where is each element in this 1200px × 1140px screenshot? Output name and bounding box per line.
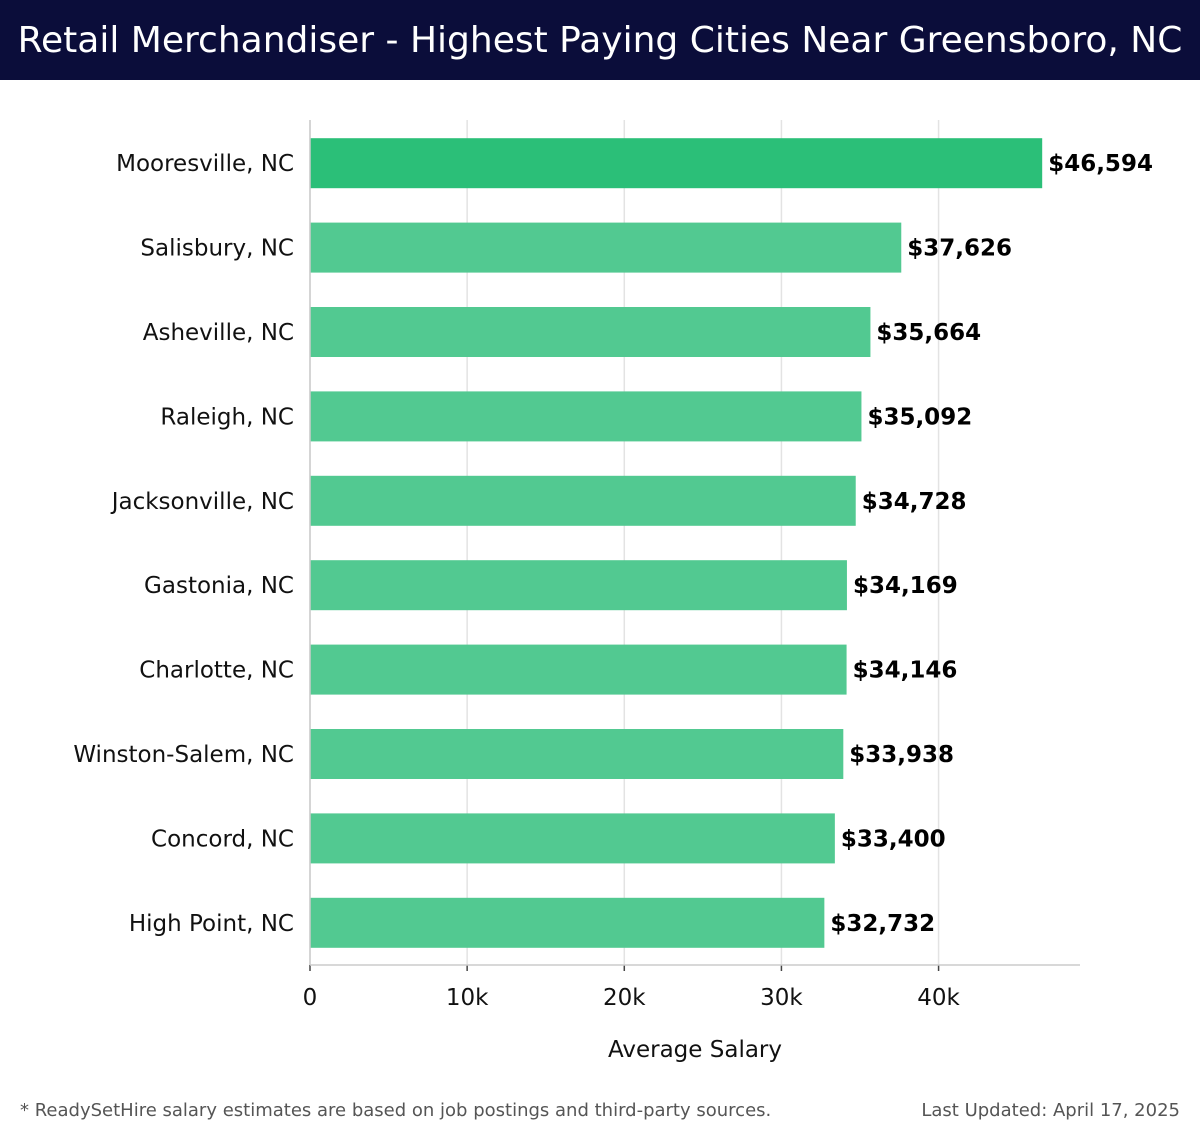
value-label: $33,400 — [841, 826, 946, 852]
category-label: Salisbury, NC — [140, 236, 294, 262]
bar — [310, 644, 847, 695]
footer-note: * ReadySetHire salary estimates are base… — [20, 1100, 772, 1121]
chart-header: Retail Merchandiser - Highest Paying Cit… — [0, 0, 1200, 80]
bars: Mooresville, NC $46,594 Salisbury, NC $37,6… — [73, 138, 1153, 948]
value-label: $34,146 — [853, 658, 958, 684]
value-label: $37,626 — [907, 236, 1012, 262]
value-label: $35,664 — [876, 320, 981, 346]
chart-title: Retail Merchandiser - Highest Paying Cit… — [17, 19, 1183, 61]
bar-chart: Mooresville, NC $46,594 Salisbury, NC $37,6… — [73, 120, 1153, 1063]
bar — [310, 391, 862, 442]
category-label: Charlotte, NC — [139, 658, 294, 684]
category-label: Concord, NC — [151, 826, 294, 852]
bar — [310, 475, 856, 526]
category-label: Raleigh, NC — [160, 404, 294, 430]
x-tick-label: 10k — [446, 985, 489, 1011]
bar — [310, 138, 1043, 189]
bar — [310, 813, 835, 864]
category-label: Winston-Salem, NC — [73, 742, 294, 768]
value-label: $34,728 — [862, 489, 967, 515]
x-tick-label: 30k — [760, 985, 803, 1011]
x-tick-label: 40k — [917, 985, 960, 1011]
bar — [310, 897, 825, 948]
last-updated: Last Updated: April 17, 2025 — [921, 1100, 1180, 1121]
value-label: $33,938 — [849, 742, 954, 768]
category-label: Jacksonville, NC — [110, 489, 294, 515]
x-tick-label: 0 — [303, 985, 318, 1011]
value-label: $35,092 — [867, 404, 972, 430]
value-label: $34,169 — [853, 573, 958, 599]
value-label: $46,594 — [1048, 151, 1153, 177]
x-axis: 0 10k 20k 30k 40k — [303, 120, 1080, 1011]
value-label: $32,732 — [830, 911, 935, 937]
category-label: Gastonia, NC — [144, 573, 294, 599]
category-label: Mooresville, NC — [116, 151, 294, 177]
bar — [310, 729, 844, 779]
category-label: High Point, NC — [129, 911, 294, 937]
x-axis-title: Average Salary — [608, 1037, 782, 1063]
bar — [310, 222, 902, 273]
x-tick-label: 20k — [603, 985, 646, 1011]
category-label: Asheville, NC — [143, 320, 294, 346]
bar — [310, 560, 847, 611]
bar — [310, 307, 871, 357]
